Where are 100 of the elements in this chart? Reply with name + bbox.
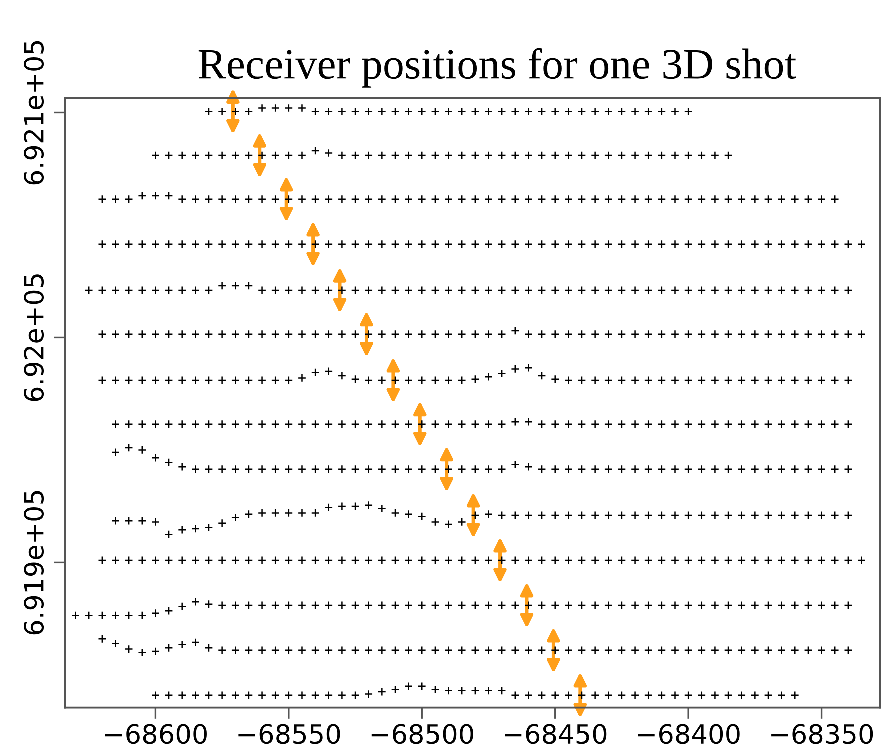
point — [258, 465, 267, 474]
point — [351, 107, 360, 116]
point — [484, 465, 494, 474]
point — [391, 420, 400, 429]
point — [204, 465, 214, 474]
point — [351, 556, 360, 565]
point — [511, 511, 520, 520]
point — [324, 601, 334, 610]
point — [418, 240, 426, 249]
point — [484, 195, 494, 204]
point — [271, 508, 280, 518]
point — [404, 682, 414, 691]
point — [738, 691, 746, 700]
point — [684, 556, 693, 565]
point — [111, 516, 120, 526]
point — [698, 240, 706, 249]
point — [498, 686, 506, 696]
point — [644, 646, 653, 655]
point — [311, 465, 320, 474]
point — [298, 556, 307, 565]
point — [151, 556, 160, 565]
point — [431, 601, 440, 610]
point — [698, 646, 706, 655]
point — [444, 195, 454, 204]
point — [538, 601, 546, 610]
point — [218, 556, 227, 565]
point — [630, 376, 640, 385]
point — [151, 691, 160, 700]
point — [191, 556, 200, 565]
point — [670, 646, 680, 655]
point — [138, 611, 147, 620]
point — [524, 418, 534, 426]
point — [378, 556, 386, 565]
point — [511, 460, 520, 470]
point — [591, 465, 600, 474]
point — [604, 556, 613, 565]
point — [404, 646, 414, 655]
point — [724, 151, 733, 160]
point — [591, 601, 600, 610]
point — [710, 420, 720, 429]
point — [724, 240, 733, 249]
point — [311, 368, 320, 377]
point — [804, 195, 813, 204]
point — [391, 508, 400, 518]
point — [738, 330, 746, 339]
point — [604, 286, 613, 295]
point — [151, 192, 160, 200]
point — [364, 420, 374, 429]
point — [578, 511, 586, 520]
point — [830, 286, 840, 295]
point — [804, 420, 813, 429]
point — [378, 601, 386, 610]
point — [538, 240, 546, 249]
point — [298, 508, 307, 518]
point — [538, 372, 546, 380]
point — [444, 240, 454, 249]
point — [498, 646, 506, 655]
point — [431, 556, 440, 565]
point — [284, 420, 294, 429]
point — [418, 286, 426, 295]
point — [418, 601, 426, 610]
point — [750, 556, 760, 565]
point — [630, 151, 640, 160]
point — [338, 240, 347, 249]
point — [364, 151, 374, 160]
point — [191, 524, 200, 534]
point — [618, 330, 626, 339]
point — [778, 511, 786, 520]
point — [404, 510, 414, 519]
point — [284, 691, 294, 700]
point — [164, 376, 174, 385]
point — [471, 686, 480, 696]
point — [311, 691, 320, 700]
point — [538, 691, 546, 700]
point — [311, 286, 320, 295]
point — [164, 240, 174, 249]
point — [391, 195, 400, 204]
point — [604, 151, 613, 160]
point — [710, 511, 720, 520]
point — [524, 195, 534, 204]
point — [151, 518, 160, 526]
point — [498, 107, 506, 116]
point — [231, 691, 240, 700]
point — [191, 330, 200, 339]
point — [164, 530, 174, 539]
point — [511, 240, 520, 249]
point — [817, 286, 826, 295]
point — [498, 601, 506, 610]
point — [738, 601, 746, 610]
point — [498, 511, 506, 520]
point — [351, 691, 360, 700]
point — [844, 330, 853, 339]
point — [630, 646, 640, 655]
point — [338, 286, 347, 295]
point — [431, 330, 440, 339]
point — [658, 107, 666, 116]
point — [218, 519, 227, 528]
point — [644, 691, 653, 700]
point — [710, 195, 720, 204]
point — [738, 240, 746, 249]
